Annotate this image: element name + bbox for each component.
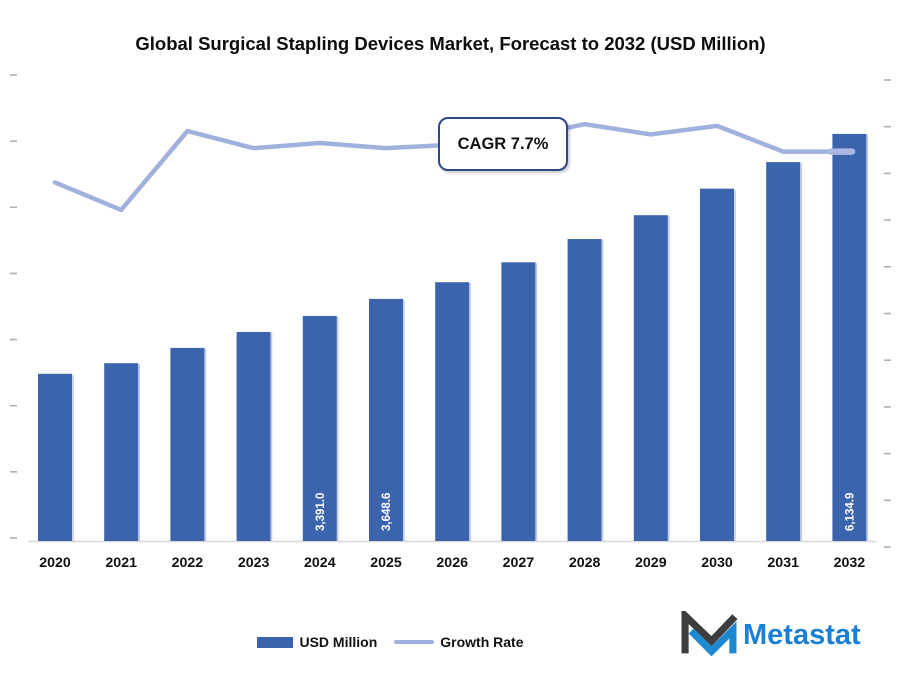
legend-item-usd-million: USD Million bbox=[257, 634, 377, 650]
line-series-swatch-icon bbox=[394, 640, 435, 644]
bar-2031 bbox=[766, 162, 801, 541]
legend-item-growth-rate: Growth Rate bbox=[394, 634, 524, 650]
bar-value-label-2032: 6,134.9 bbox=[844, 493, 856, 531]
cagr-annotation: CAGR 7.7% bbox=[438, 117, 568, 171]
bar-2030 bbox=[700, 188, 734, 541]
x-axis-label-2020: 2020 bbox=[39, 555, 71, 571]
x-axis-label-2032: 2032 bbox=[834, 555, 866, 571]
legend-label-usd-million: USD Million bbox=[299, 634, 378, 650]
legend-label-growth-rate: Growth Rate bbox=[440, 634, 524, 650]
x-axis-label-2023: 2023 bbox=[238, 555, 270, 571]
metastat-logo-text: Metastat bbox=[743, 618, 861, 651]
x-axis-label-2026: 2026 bbox=[436, 555, 468, 571]
x-axis-label-2028: 2028 bbox=[569, 555, 601, 571]
bar-2028 bbox=[567, 239, 602, 541]
x-axis-label-2022: 2022 bbox=[172, 555, 204, 571]
bar-value-label-2024: 3,391.0 bbox=[315, 493, 327, 531]
metastat-logo: Metastat bbox=[681, 602, 886, 668]
bar-2023 bbox=[236, 331, 271, 541]
x-axis-label-2024: 2024 bbox=[304, 555, 336, 571]
bar-2020 bbox=[38, 373, 72, 541]
bar-2027 bbox=[501, 262, 536, 541]
x-axis-label-2030: 2030 bbox=[701, 555, 733, 571]
x-axis-label-2025: 2025 bbox=[370, 555, 402, 571]
bar-2021 bbox=[104, 363, 139, 541]
bar-value-label-2025: 3,648.6 bbox=[381, 493, 393, 531]
bar-2025 bbox=[369, 298, 403, 541]
chart-legend: USD Million Growth Rate bbox=[0, 634, 781, 650]
x-axis-label-2021: 2021 bbox=[105, 555, 137, 571]
cagr-annotation-label: CAGR 7.7% bbox=[457, 134, 549, 153]
chart-title: Global Surgical Stapling Devices Market,… bbox=[135, 33, 766, 54]
x-axis-label-2029: 2029 bbox=[635, 555, 667, 571]
bar-2024 bbox=[302, 315, 337, 541]
metastat-m-icon bbox=[681, 611, 738, 657]
x-axis-label-2031: 2031 bbox=[767, 555, 799, 571]
x-axis-label-2027: 2027 bbox=[503, 555, 535, 571]
bar-2022 bbox=[170, 347, 205, 541]
bar-2032 bbox=[832, 133, 867, 541]
bar-2026 bbox=[435, 282, 470, 541]
bar-2029 bbox=[633, 215, 668, 541]
bar-series-swatch-icon bbox=[257, 636, 294, 648]
